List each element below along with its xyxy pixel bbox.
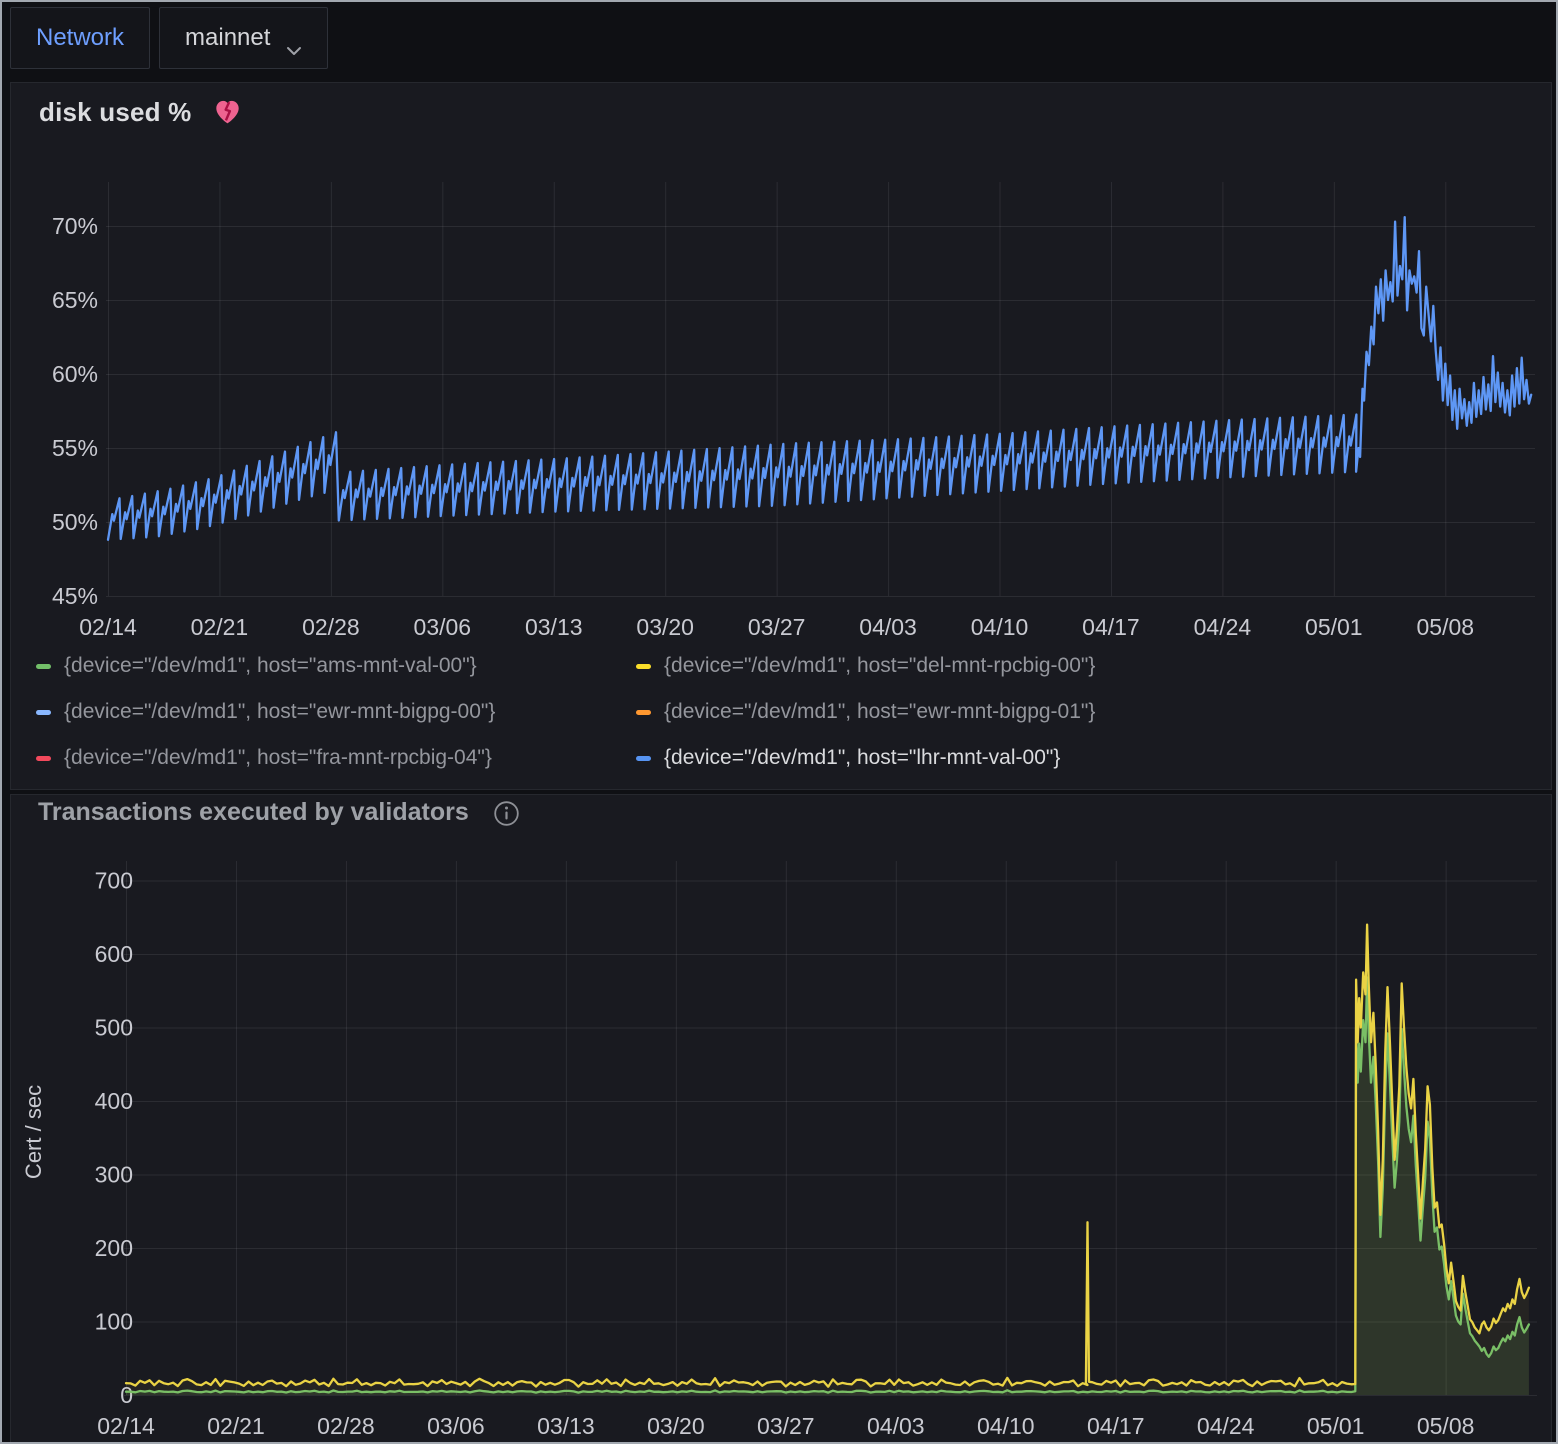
x-tick-label: 02/21 [207,1413,265,1439]
legend-label: {device="/dev/md1", host="fra-mnt-rpcbig… [64,746,492,770]
x-tick-label: 05/08 [1417,1413,1475,1439]
y-axis-unit-label: Cert / sec [21,1085,46,1179]
y-tick-label: 50% [52,509,98,535]
x-tick-label: 02/14 [97,1413,155,1439]
disk-used-chart[interactable]: 45% 50% 55% 60% 65% 70% 02/14 02/21 02/28 03/06 03… [11,83,1551,639]
chevron-down-icon [286,35,302,45]
y-tick-label: 200 [95,1235,133,1261]
y-tick-label: 100 [95,1309,133,1335]
x-tick-label: 03/06 [414,614,472,639]
y-tick-label: 45% [52,583,98,609]
x-tick-label: 02/14 [79,614,137,639]
x-tick-label: 03/20 [636,614,694,639]
x-tick-label: 03/20 [647,1413,705,1439]
disk-used-panel: disk used % 45% 50% 55% 60% 65% 70% 02/14 02/21… [10,82,1552,790]
network-variable-dropdown[interactable]: mainnet [159,7,328,69]
panel-title[interactable]: Transactions executed by validators [38,798,469,827]
legend-item-ewr-mnt-bigpg-01[interactable]: {device="/dev/md1", host="ewr-mnt-bigpg-… [636,689,1095,735]
network-variable-label-text: Network [36,24,124,52]
y-tick-label: 400 [95,1088,133,1114]
x-tick-label: 04/10 [977,1413,1035,1439]
x-tick-label: 02/21 [191,614,249,639]
grid-lines [106,182,1535,597]
series-color-swatch [36,756,51,761]
legend-label: {device="/dev/md1", host="ewr-mnt-bigpg-… [664,700,1095,724]
x-tick-label: 03/13 [537,1413,595,1439]
x-tick-label: 05/01 [1305,614,1363,639]
legend-item-fra-mnt-rpcbig-04[interactable]: {device="/dev/md1", host="fra-mnt-rpcbig… [36,735,636,781]
network-variable-label: Network [10,7,150,69]
x-tick-label: 03/27 [748,614,806,639]
y-tick-label: 500 [95,1015,133,1041]
x-tick-label: 04/24 [1194,614,1252,639]
y-tick-label: 55% [52,435,98,461]
y-axis-tick-labels: 0100200300400500600700 [95,868,133,1409]
x-axis-tick-labels: 02/14 02/21 02/28 03/06 03/13 03/20 03/27 04/03… [97,1413,1474,1439]
transactions-panel: Transactions executed by validators 0100… [10,794,1552,1444]
series-color-swatch [36,710,51,715]
x-tick-label: 04/03 [859,614,917,639]
series-line-yellow-series [126,925,1529,1387]
series-area-green-series [126,978,1529,1396]
series-line-green-series [126,978,1529,1393]
x-tick-label: 02/28 [302,614,360,639]
series-color-swatch [636,756,651,761]
x-tick-label: 04/10 [971,614,1029,639]
legend-label: {device="/dev/md1", host="lhr-mnt-val-00… [664,746,1060,770]
legend-item-ewr-mnt-bigpg-00[interactable]: {device="/dev/md1", host="ewr-mnt-bigpg-… [36,689,636,735]
x-tick-label: 04/17 [1082,614,1140,639]
legend-label: {device="/dev/md1", host="ams-mnt-val-00… [64,654,477,678]
y-tick-label: 60% [52,361,98,387]
grid-lines [124,861,1537,1396]
variable-toolbar: Network mainnet [10,7,328,69]
legend-label: {device="/dev/md1", host="del-mnt-rpcbig… [664,654,1095,678]
x-tick-label: 03/06 [427,1413,485,1439]
y-tick-label: 700 [95,868,133,894]
legend-item-del-mnt-rpcbig-00[interactable]: {device="/dev/md1", host="del-mnt-rpcbig… [636,643,1095,689]
x-tick-label: 03/27 [757,1413,815,1439]
x-tick-label: 05/01 [1307,1413,1365,1439]
y-tick-label: 70% [52,213,98,239]
broken-heart-icon [213,98,242,127]
info-icon[interactable] [493,800,520,827]
y-tick-label: 65% [52,287,98,313]
disk-used-legend: {device="/dev/md1", host="ams-mnt-val-00… [36,643,1095,781]
series-color-swatch [636,664,651,669]
network-variable-value: mainnet [185,24,270,52]
legend-item-ams-mnt-val-00[interactable]: {device="/dev/md1", host="ams-mnt-val-00… [36,643,636,689]
legend-item-lhr-mnt-val-00[interactable]: {device="/dev/md1", host="lhr-mnt-val-00… [636,735,1095,781]
x-tick-label: 03/13 [525,614,583,639]
y-tick-label: 600 [95,941,133,967]
series-color-swatch [636,710,651,715]
transactions-panel-header: Transactions executed by validators [38,798,520,827]
x-tick-label: 04/24 [1197,1413,1255,1439]
disk-used-panel-header: disk used % [39,97,242,128]
x-tick-label: 04/03 [867,1413,925,1439]
grafana-dashboard: Network mainnet disk used % 45% 50% 55% 60%… [0,0,1558,1444]
series-area-yellow-series [126,925,1529,1395]
x-tick-label: 02/28 [317,1413,375,1439]
y-tick-label: 300 [95,1162,133,1188]
series-color-swatch [36,664,51,669]
x-tick-label: 05/08 [1416,614,1474,639]
x-tick-label: 04/17 [1087,1413,1145,1439]
y-axis-tick-labels: 45% 50% 55% 60% 65% 70% [52,213,98,609]
series-line-{device="/dev/md1", host="lhr-mnt-val-00"} [108,217,1531,540]
x-axis-tick-labels: 02/14 02/21 02/28 03/06 03/13 03/20 03/27 04/03… [79,614,1474,639]
legend-label: {device="/dev/md1", host="ewr-mnt-bigpg-… [64,700,495,724]
panel-title[interactable]: disk used % [39,97,191,128]
transactions-chart[interactable]: 010020030040050060070002/1402/2102/2803/… [11,795,1551,1444]
